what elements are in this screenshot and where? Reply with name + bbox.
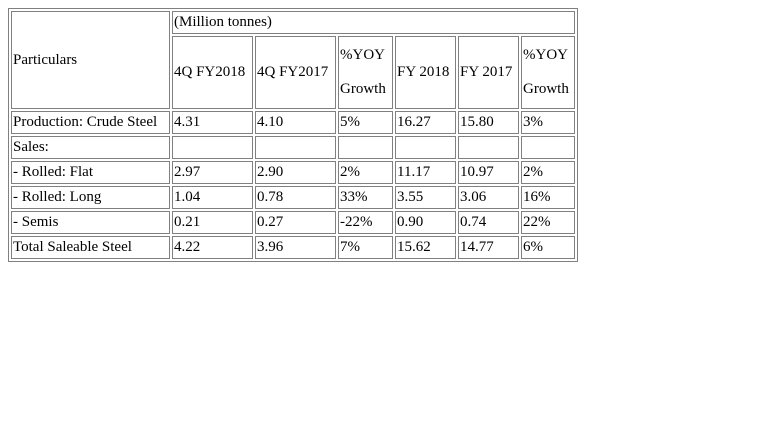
cell-yoy-quarter: 33%: [338, 186, 393, 209]
cell-yoy-annual: 16%: [521, 186, 575, 209]
cell-4q-fy2018: 1.04: [172, 186, 253, 209]
cell-4q-fy2018: [172, 136, 253, 159]
col-header-yoy-annual-line1: %YOY: [523, 47, 568, 63]
unit-header-row: Particulars (Million tonnes): [11, 11, 575, 109]
cell-yoy-quarter: 2%: [338, 161, 393, 184]
cell-fy2018: 0.90: [395, 211, 456, 234]
row-label: - Rolled: Long: [11, 186, 170, 209]
cell-yoy-annual: 3%: [521, 111, 575, 134]
cell-fy2017: 0.74: [458, 211, 519, 234]
cell-fy2018: 16.27: [395, 111, 456, 134]
col-header-fy2017: FY 2017: [458, 36, 519, 109]
row-label: - Rolled: Flat: [11, 161, 170, 184]
table-row: Total Saleable Steel 4.22 3.96 7% 15.62 …: [11, 236, 575, 259]
cell-4q-fy2018: 0.21: [172, 211, 253, 234]
col-header-fy2018: FY 2018: [395, 36, 456, 109]
cell-4q-fy2018: 2.97: [172, 161, 253, 184]
cell-fy2017: 3.06: [458, 186, 519, 209]
cell-yoy-quarter: 5%: [338, 111, 393, 134]
cell-fy2017: 10.97: [458, 161, 519, 184]
row-label: Sales:: [11, 136, 170, 159]
row-label: - Semis: [11, 211, 170, 234]
table-row: Sales:: [11, 136, 575, 159]
cell-fy2018: 15.62: [395, 236, 456, 259]
col-header-yoy-quarter-line2: Growth: [340, 81, 386, 97]
cell-yoy-annual: 22%: [521, 211, 575, 234]
cell-4q-fy2017: 3.96: [255, 236, 336, 259]
col-header-yoy-quarter: %YOY Growth: [338, 36, 393, 109]
col-header-4q-fy2018: 4Q FY2018: [172, 36, 253, 109]
row-label: Total Saleable Steel: [11, 236, 170, 259]
cell-4q-fy2017: 2.90: [255, 161, 336, 184]
cell-4q-fy2018: 4.31: [172, 111, 253, 134]
cell-4q-fy2017: 4.10: [255, 111, 336, 134]
cell-fy2018: [395, 136, 456, 159]
cell-yoy-quarter: [338, 136, 393, 159]
cell-yoy-annual: 6%: [521, 236, 575, 259]
row-label: Production: Crude Steel: [11, 111, 170, 134]
table-row: - Rolled: Long 1.04 0.78 33% 3.55 3.06 1…: [11, 186, 575, 209]
cell-fy2017: 14.77: [458, 236, 519, 259]
col-header-yoy-annual-line2: Growth: [523, 81, 569, 97]
particulars-header: Particulars: [11, 11, 170, 109]
cell-fy2018: 11.17: [395, 161, 456, 184]
table-row: Production: Crude Steel 4.31 4.10 5% 16.…: [11, 111, 575, 134]
column-header-row: 4Q FY2018 4Q FY2017 %YOY Growth FY 2018 …: [11, 36, 575, 109]
cell-fy2018: 3.55: [395, 186, 456, 209]
cell-yoy-quarter: 7%: [338, 236, 393, 259]
cell-yoy-quarter: -22%: [338, 211, 393, 234]
table-row: - Semis 0.21 0.27 -22% 0.90 0.74 22%: [11, 211, 575, 234]
cell-4q-fy2017: [255, 136, 336, 159]
cell-4q-fy2018: 4.22: [172, 236, 253, 259]
unit-header: (Million tonnes): [172, 11, 575, 34]
table-body: Particulars (Million tonnes) 4Q FY2018 4…: [11, 11, 575, 259]
col-header-4q-fy2017: 4Q FY2017: [255, 36, 336, 109]
cell-4q-fy2017: 0.27: [255, 211, 336, 234]
col-header-yoy-annual: %YOY Growth: [521, 36, 575, 109]
cell-fy2017: [458, 136, 519, 159]
cell-4q-fy2017: 0.78: [255, 186, 336, 209]
steel-production-sales-table: Particulars (Million tonnes) 4Q FY2018 4…: [8, 8, 578, 262]
cell-yoy-annual: [521, 136, 575, 159]
cell-yoy-annual: 2%: [521, 161, 575, 184]
table-row: - Rolled: Flat 2.97 2.90 2% 11.17 10.97 …: [11, 161, 575, 184]
col-header-yoy-quarter-line1: %YOY: [340, 47, 385, 63]
cell-fy2017: 15.80: [458, 111, 519, 134]
